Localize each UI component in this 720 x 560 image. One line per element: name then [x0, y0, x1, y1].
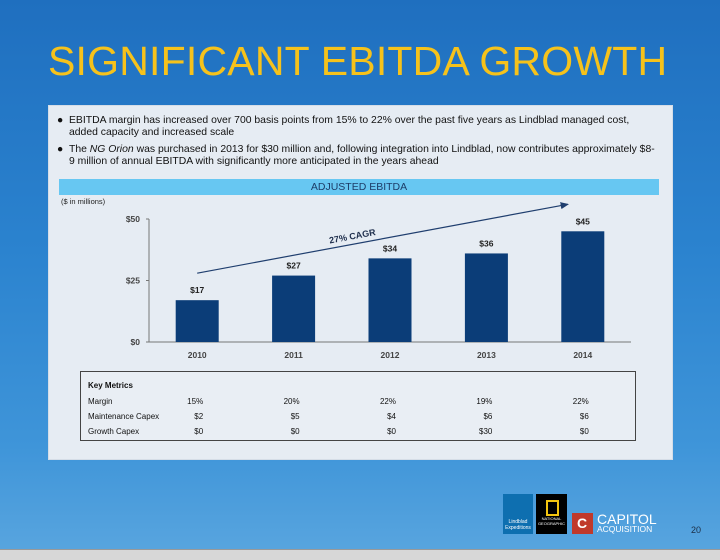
metrics-cell: 15% [187, 397, 204, 406]
metrics-cell: 20% [283, 397, 300, 406]
units-note: ($ in millions) [61, 197, 106, 206]
x-tick-label: 2011 [284, 350, 303, 360]
bullet-item: ● The NG Orion was purchased in 2013 for… [57, 144, 657, 168]
metrics-header: Key Metrics [88, 381, 133, 390]
plot-area: $0 $25 $50 $17 2010 $27 2011 $34 2012 $36 2013 $45 2… [126, 202, 631, 360]
bullet-dot: ● [57, 115, 64, 126]
capitol-icon: C [572, 513, 593, 534]
bar-value-label: $34 [383, 243, 397, 253]
capitol-subword: ACQUISITION [597, 524, 653, 534]
x-tick-label: 2013 [477, 350, 496, 360]
metrics-row-label: Growth Capex [88, 427, 140, 436]
key-metrics-table: Key Metrics Margin Maintenance Capex Gro… [80, 371, 636, 441]
bullet-item: ● EBITDA margin has increased over 700 b… [57, 115, 657, 139]
bullet-text-post: was purchased in 2013 for $30 million an… [69, 144, 655, 167]
bullet-dot: ● [57, 144, 64, 155]
bar-value-label: $45 [576, 216, 590, 226]
bar-value-label: $27 [287, 261, 301, 271]
metrics-cell: $0 [194, 427, 204, 436]
metrics-cell: $6 [579, 412, 589, 421]
chart-banner: ADJUSTED EBITDA [59, 179, 659, 195]
bar-value-label: $36 [479, 238, 493, 248]
y-tick-label: $50 [126, 214, 140, 224]
metrics-cell: $0 [387, 427, 396, 436]
natgeo-logo: NATIONAL GEOGRAPHIC [536, 494, 567, 534]
metrics-cell: 22% [572, 397, 589, 406]
metrics-cell: 22% [379, 397, 396, 406]
metrics-cell: $0 [579, 427, 589, 436]
bar [561, 231, 605, 342]
bullet-list: ● EBITDA margin has increased over 700 b… [57, 115, 657, 173]
bar [272, 275, 316, 342]
metrics-row-label: Maintenance Capex [88, 412, 160, 421]
bullet-text: EBITDA margin has increased over 700 bas… [69, 115, 630, 138]
ebitda-bar-chart: $0 $25 $50 $17 2010 $27 2011 $34 2012 $36 2013 $45 2… [126, 202, 631, 360]
cagr-arrow [197, 202, 569, 274]
metrics-cell: $5 [290, 412, 300, 421]
bar [175, 300, 219, 342]
metrics-cell: $30 [479, 427, 493, 436]
bullet-text-pre: The [69, 144, 90, 155]
bar-value-label: $17 [190, 285, 204, 295]
metrics-cell: 19% [476, 397, 493, 406]
bullet-text-ship: NG Orion [89, 144, 134, 155]
slide-title: SIGNIFICANT EBITDA GROWTH [48, 38, 668, 84]
page-number: 20 [691, 525, 702, 535]
bottom-strip [0, 549, 720, 560]
y-tick-label: $0 [131, 337, 141, 347]
x-tick-label: 2012 [381, 350, 400, 360]
metrics-cell: $6 [483, 412, 493, 421]
bar [368, 258, 412, 342]
metrics-cell: $4 [387, 412, 396, 421]
x-tick-label: 2014 [573, 350, 592, 360]
metrics-cell: $0 [290, 427, 300, 436]
y-tick-label: $25 [126, 276, 140, 286]
lindblad-logo: Lindblad Expeditions [503, 494, 533, 534]
cagr-annotation: 27% CAGR [328, 227, 377, 246]
metrics-cell: $2 [194, 412, 204, 421]
content-panel: ● EBITDA margin has increased over 700 b… [48, 105, 673, 460]
x-tick-label: 2010 [188, 350, 207, 360]
capitol-wordmark: CAPITOL [597, 511, 657, 527]
metrics-row-label: Margin [88, 397, 113, 406]
bar [464, 253, 508, 342]
